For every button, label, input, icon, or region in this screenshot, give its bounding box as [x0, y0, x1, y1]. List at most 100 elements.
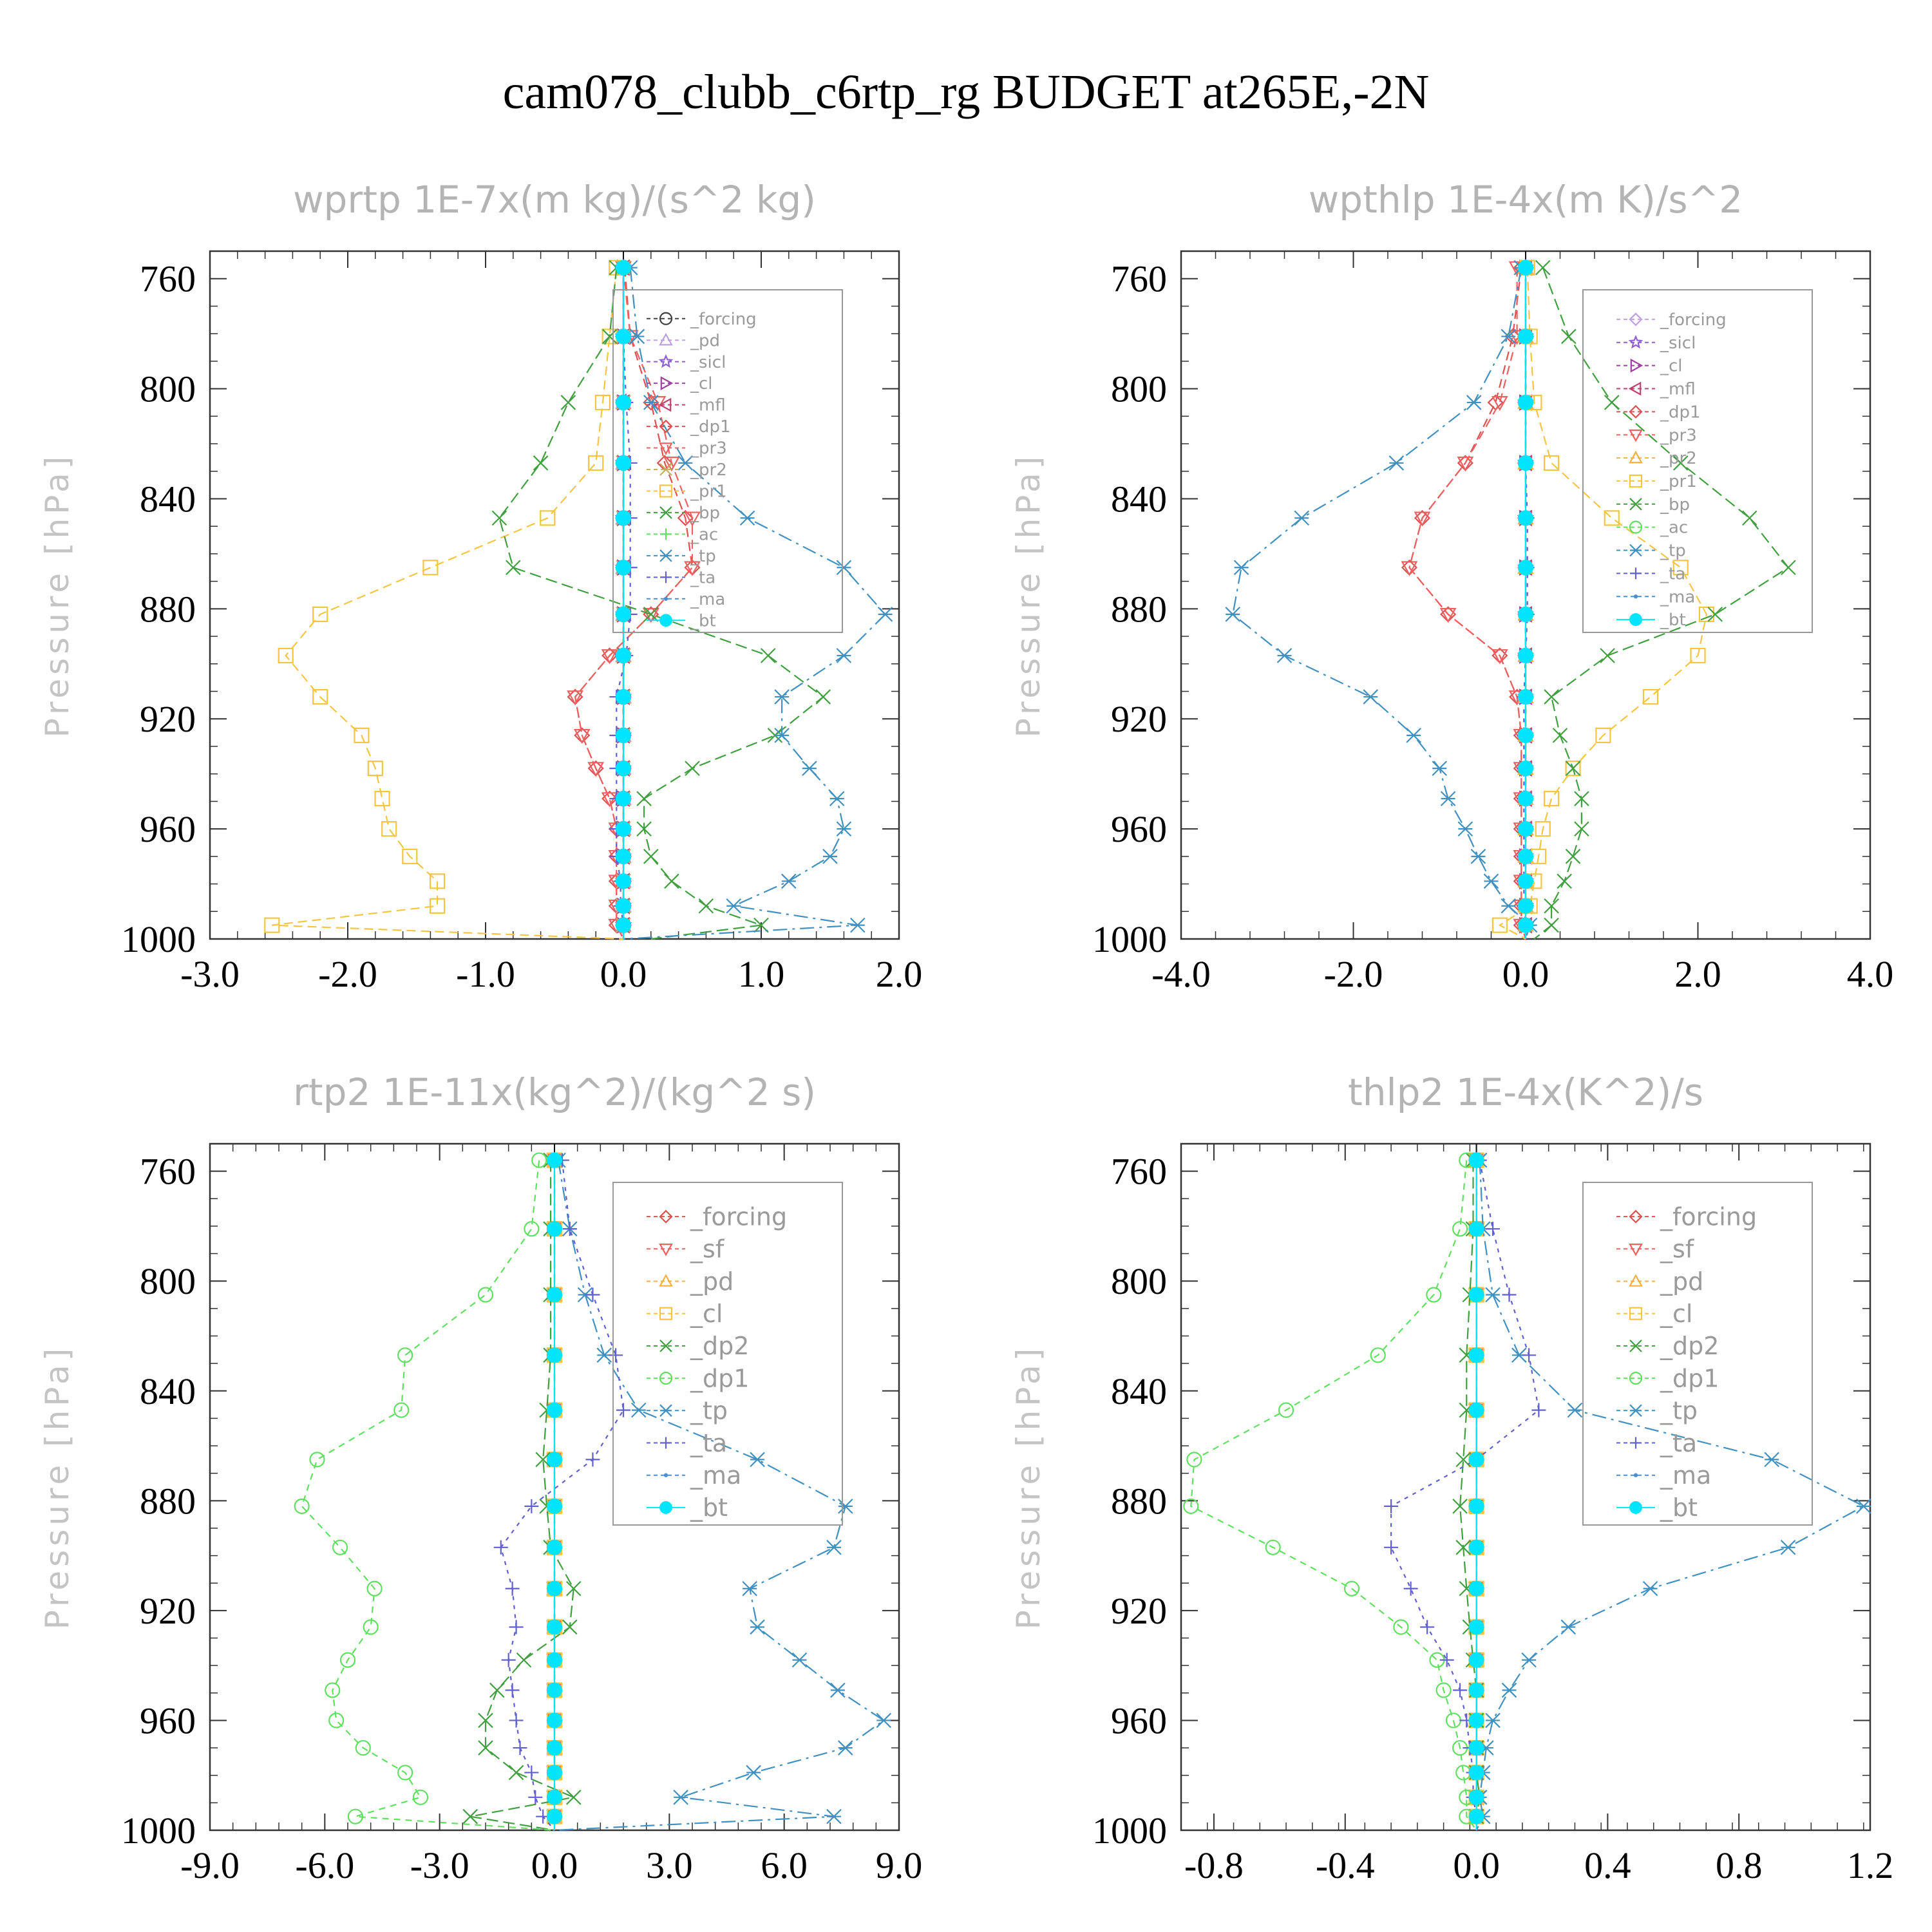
legend-marker — [659, 549, 672, 562]
data-point — [877, 607, 893, 622]
data-point — [546, 1402, 563, 1418]
data-point — [1741, 510, 1757, 526]
legend-item: _dp1 — [647, 417, 731, 437]
data-point — [1521, 1652, 1537, 1668]
data-point — [1426, 1287, 1442, 1303]
data-point — [560, 395, 576, 410]
data-point — [615, 689, 632, 705]
x-tick-label: 1.0 — [738, 953, 785, 995]
data-point — [489, 1682, 505, 1698]
legend-marker — [659, 1340, 672, 1352]
legend-item: _sf — [647, 1235, 725, 1264]
legend-item: _pr1 — [647, 482, 727, 502]
data-point — [412, 1789, 429, 1805]
data-point — [477, 1287, 494, 1303]
data-point — [615, 260, 632, 276]
data-point — [830, 1682, 846, 1698]
legend-label: _tp — [1660, 542, 1686, 561]
legend-marker — [1629, 474, 1643, 488]
data-point — [1672, 455, 1689, 471]
x-tick-label: -0.4 — [1316, 1844, 1375, 1886]
data-point — [1517, 560, 1534, 576]
legend-item: _bp — [647, 504, 720, 523]
y-tick-label: 880 — [1111, 588, 1167, 630]
legend-item: _bp — [1616, 495, 1690, 515]
legend-marker — [660, 376, 674, 391]
data-point — [429, 898, 446, 914]
legend-marker — [659, 1501, 672, 1514]
data-point — [1492, 917, 1508, 933]
y-tick-label: 800 — [140, 368, 196, 410]
y-tick-label: 800 — [1111, 1260, 1167, 1302]
legend-item: _cl — [647, 374, 713, 393]
legend-label: _dp2 — [690, 1332, 749, 1360]
data-point — [684, 511, 701, 527]
data-point — [546, 1712, 563, 1728]
data-point — [587, 762, 605, 777]
y-axis-label: Pressure [hPa] — [39, 1345, 76, 1630]
data-point — [1517, 917, 1534, 933]
data-point — [546, 1682, 563, 1698]
legend-label: _cl — [690, 1300, 723, 1328]
legend-marker — [1630, 1437, 1642, 1449]
x-tick-label: 3.0 — [646, 1844, 693, 1886]
data-point — [546, 1539, 563, 1555]
data-point — [739, 510, 755, 526]
y-tick-label: 880 — [140, 1480, 196, 1522]
legend-label: _bt — [690, 1493, 728, 1522]
y-tick-label: 760 — [1111, 1151, 1167, 1193]
legend-label: _pr1 — [1660, 472, 1697, 491]
legend-item: _dp1 — [647, 1364, 749, 1392]
data-point — [546, 1287, 563, 1303]
data-point — [746, 1765, 761, 1781]
legend-label: _sicl — [1660, 334, 1696, 353]
legend-marker — [1629, 520, 1643, 534]
legend-item: _bt — [1616, 611, 1686, 630]
y-tick-label: 1000 — [1092, 1810, 1167, 1852]
data-point — [1278, 1402, 1294, 1418]
legend-marker — [1629, 429, 1643, 442]
data-point — [505, 1581, 520, 1596]
data-point — [1432, 761, 1448, 776]
x-tick-label: 0.8 — [1716, 1844, 1763, 1886]
data-point — [1517, 791, 1534, 807]
data-point — [1468, 1452, 1484, 1468]
data-point — [1414, 511, 1431, 527]
legend-marker — [658, 397, 672, 412]
y-tick-label: 1000 — [121, 1810, 196, 1852]
y-tick-label: 920 — [140, 698, 196, 740]
data-point — [1384, 1499, 1399, 1513]
data-point — [1501, 898, 1517, 914]
data-point — [1486, 1222, 1501, 1236]
data-point — [826, 1808, 842, 1824]
data-point — [876, 1712, 891, 1728]
y-tick-label: 880 — [1111, 1480, 1167, 1522]
data-point — [1544, 689, 1559, 705]
legend-marker — [659, 506, 672, 519]
data-point — [601, 649, 618, 665]
data-point — [1468, 1712, 1484, 1728]
data-point — [636, 821, 652, 837]
legend-marker — [1628, 334, 1643, 349]
y-tick-label: 960 — [140, 1700, 196, 1741]
data-point — [677, 455, 694, 471]
data-point — [1455, 1540, 1471, 1555]
legend-label: _ac — [1660, 518, 1688, 538]
data-point — [1393, 1619, 1409, 1635]
legend-marker — [1630, 358, 1643, 373]
data-point — [1502, 1287, 1517, 1302]
y-tick-label: 840 — [140, 478, 196, 520]
legend-label: _bp — [690, 504, 720, 523]
legend-label: _ma — [1660, 587, 1695, 607]
legend-marker — [660, 571, 672, 583]
data-point — [615, 560, 632, 576]
y-tick-label: 880 — [140, 588, 196, 630]
data-point — [1406, 728, 1421, 743]
y-tick-label: 920 — [1111, 1590, 1167, 1632]
legend-label: _pr3 — [1660, 426, 1697, 445]
legend-item: _tp — [1616, 542, 1686, 561]
series-line — [469, 1160, 576, 1832]
data-point — [1468, 1402, 1484, 1418]
data-point — [546, 1152, 563, 1168]
